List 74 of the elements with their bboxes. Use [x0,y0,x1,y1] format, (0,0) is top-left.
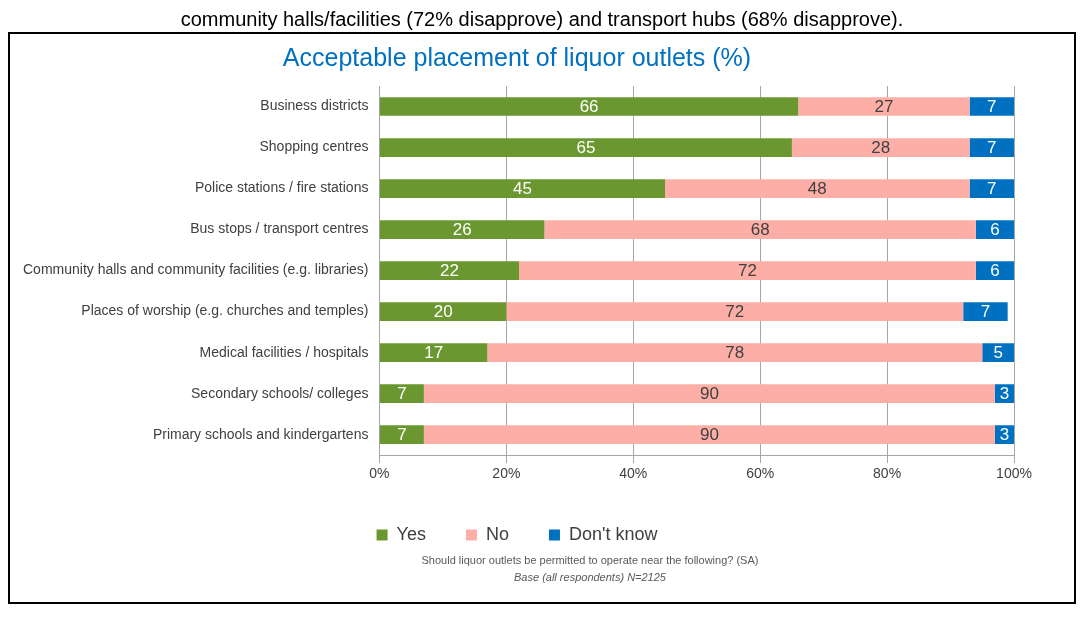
bar [379,343,488,362]
bar [379,384,424,404]
bar [379,261,520,280]
bar [798,97,970,116]
data-label: 17 [424,343,444,363]
data-label: 28 [871,138,891,158]
data-label: 90 [699,425,719,445]
bar [423,425,995,445]
legend-label: Yes [396,523,426,544]
bar [379,97,799,116]
data-label: 7 [397,384,407,404]
y-tick-label: Primary schools and kindergartens [152,425,369,442]
x-tick-label: 60% [746,465,775,482]
text: community halls/facilities (72% disapprove) and transport hubs (68% disapprove). [179,8,905,32]
bar [379,179,665,198]
data-label: 27 [874,97,894,117]
chart-title: Acceptable placement of liquor outlets (%) [282,42,752,71]
data-label: 45 [513,179,532,199]
bar [975,220,1014,239]
bar [379,220,545,239]
bar [519,261,976,280]
y-tick-label: Community halls and community facilities (e.g. libraries) [22,261,369,278]
x-tick-label: 20% [492,465,521,482]
data-label: 6 [990,261,1000,281]
data-label: 68 [750,220,770,240]
data-label: 72 [725,302,745,322]
x-tick-label: 0% [369,465,390,482]
data-label: 3 [999,425,1010,445]
bar [969,97,1014,116]
bar [963,302,1008,321]
data-label: 6 [990,220,1000,240]
bar [791,138,970,157]
data-label: 26 [452,220,472,240]
bar [506,302,964,321]
legend-label: Don't know [568,523,659,544]
legend-label: No [485,523,509,544]
y-tick-label: Places of worship (e.g. churches and temples) [81,302,369,319]
text: Should liquor outlets be permitted to operate near the following? (SA) [420,554,760,566]
data-label: 7 [987,97,997,117]
data-label: 5 [993,343,1003,363]
data-label: 7 [987,179,997,199]
bar [544,220,976,239]
data-label: 90 [699,384,719,404]
data-label: 66 [579,97,599,117]
data-label: 3 [999,384,1010,404]
data-label: 72 [738,261,757,281]
x-tick-label: 100% [996,465,1032,482]
bar [969,179,1014,198]
data-label: 22 [440,261,459,281]
x-tick-label: 80% [873,465,902,482]
bar [423,384,995,404]
data-label: 7 [987,138,997,158]
data-label: 20 [433,302,453,322]
y-tick-label: Business districts [260,97,369,114]
bar [379,425,424,445]
data-label: 7 [397,425,407,445]
bar [379,302,507,321]
x-tick-label: 40% [619,465,648,482]
data-label: 78 [725,343,745,363]
bar [487,343,983,362]
y-tick-label: Bus stops / transport centres [190,220,369,237]
y-tick-label: Police stations / fire stations [194,179,369,196]
bar [982,343,1014,362]
y-tick-label: Medical facilities / hospitals [199,343,369,360]
bar [665,179,970,198]
data-label: 7 [980,302,991,322]
bar [379,138,792,157]
y-tick-label: Secondary schools/ colleges [191,384,369,401]
text: Base (all respondents) N=2125 [513,571,667,583]
bar [969,138,1014,157]
y-tick-label: Shopping centres [259,138,369,155]
data-label: 65 [576,138,596,158]
bar [975,261,1014,280]
data-label: 48 [807,179,827,199]
